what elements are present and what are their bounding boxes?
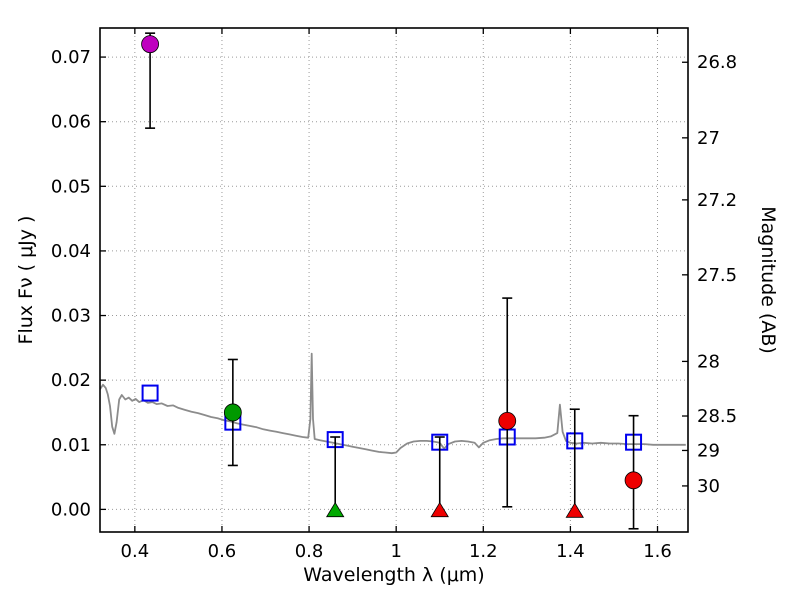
y-axis-label-magnitude: Magnitude (AB) xyxy=(757,206,779,354)
x-tick-label: 1 xyxy=(390,541,401,562)
y-tick-label-left: 0.01 xyxy=(51,435,91,456)
upper-limit-triangle xyxy=(430,501,449,518)
x-tick-label: 0.8 xyxy=(295,541,324,562)
y-tick-label-right: 27 xyxy=(697,128,720,149)
observed-flux-circle xyxy=(624,471,643,490)
y-tick-label-right: 30 xyxy=(697,476,720,497)
upper-limit-triangle xyxy=(325,501,345,518)
y-tick-label-left: 0.07 xyxy=(51,47,91,68)
x-tick-label: 1.2 xyxy=(469,541,498,562)
y-tick-label-left: 0.02 xyxy=(51,370,91,391)
y-tick-label-right: 27.2 xyxy=(697,190,737,211)
y-tick-label-left: 0.00 xyxy=(51,499,91,520)
y-tick-label-right: 28.5 xyxy=(697,406,737,427)
upper-limit-triangle xyxy=(565,502,584,518)
y-tick-label-left: 0.04 xyxy=(51,241,91,262)
y-tick-label-right: 28 xyxy=(697,351,720,372)
y-axis-label-flux: Flux Fν ( μJy ) xyxy=(15,215,37,345)
x-tick-label: 0.6 xyxy=(208,541,237,562)
plot-frame xyxy=(99,27,689,533)
y-tick-label-right: 29 xyxy=(697,440,720,461)
x-axis-label: Wavelength λ (μm) xyxy=(303,564,485,586)
y-tick-label-left: 0.05 xyxy=(51,176,91,197)
observed-flux-circle xyxy=(141,35,159,54)
y-tick-label-right: 27.5 xyxy=(697,265,737,286)
observed-flux-circle xyxy=(498,411,517,430)
x-tick-label: 0.4 xyxy=(121,541,150,562)
x-tick-label: 1.4 xyxy=(556,541,585,562)
model-flux-square xyxy=(141,384,159,402)
x-tick-label: 1.6 xyxy=(643,541,672,562)
y-tick-label-right: 26.8 xyxy=(697,52,737,73)
y-tick-label-left: 0.06 xyxy=(51,112,91,133)
y-tick-label-left: 0.03 xyxy=(51,306,91,327)
observed-flux-circle xyxy=(223,403,242,422)
model-spectrum-line xyxy=(99,352,686,455)
